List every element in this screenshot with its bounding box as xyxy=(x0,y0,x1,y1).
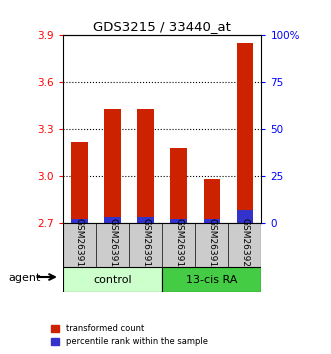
Text: GSM263920: GSM263920 xyxy=(240,218,250,273)
Bar xyxy=(170,219,187,223)
Bar xyxy=(204,219,220,223)
Bar xyxy=(137,109,154,223)
Text: control: control xyxy=(93,275,132,285)
Bar xyxy=(71,219,88,223)
Bar xyxy=(104,109,121,223)
Bar xyxy=(63,267,162,292)
Bar xyxy=(71,142,88,223)
Bar xyxy=(170,148,187,223)
Bar xyxy=(137,217,154,223)
Text: GSM263919: GSM263919 xyxy=(207,218,216,273)
Text: GSM263916: GSM263916 xyxy=(108,218,117,273)
Bar xyxy=(237,210,253,223)
Bar xyxy=(204,179,220,223)
Text: GSM263918: GSM263918 xyxy=(174,218,183,273)
Bar xyxy=(104,217,121,223)
Text: GSM263915: GSM263915 xyxy=(75,218,84,273)
Legend: transformed count, percentile rank within the sample: transformed count, percentile rank withi… xyxy=(47,321,211,350)
Text: agent: agent xyxy=(8,273,41,283)
Title: GDS3215 / 33440_at: GDS3215 / 33440_at xyxy=(93,20,231,33)
Bar xyxy=(162,267,261,292)
Text: GSM263917: GSM263917 xyxy=(141,218,150,273)
Bar xyxy=(237,43,253,223)
Text: 13-cis RA: 13-cis RA xyxy=(186,275,238,285)
